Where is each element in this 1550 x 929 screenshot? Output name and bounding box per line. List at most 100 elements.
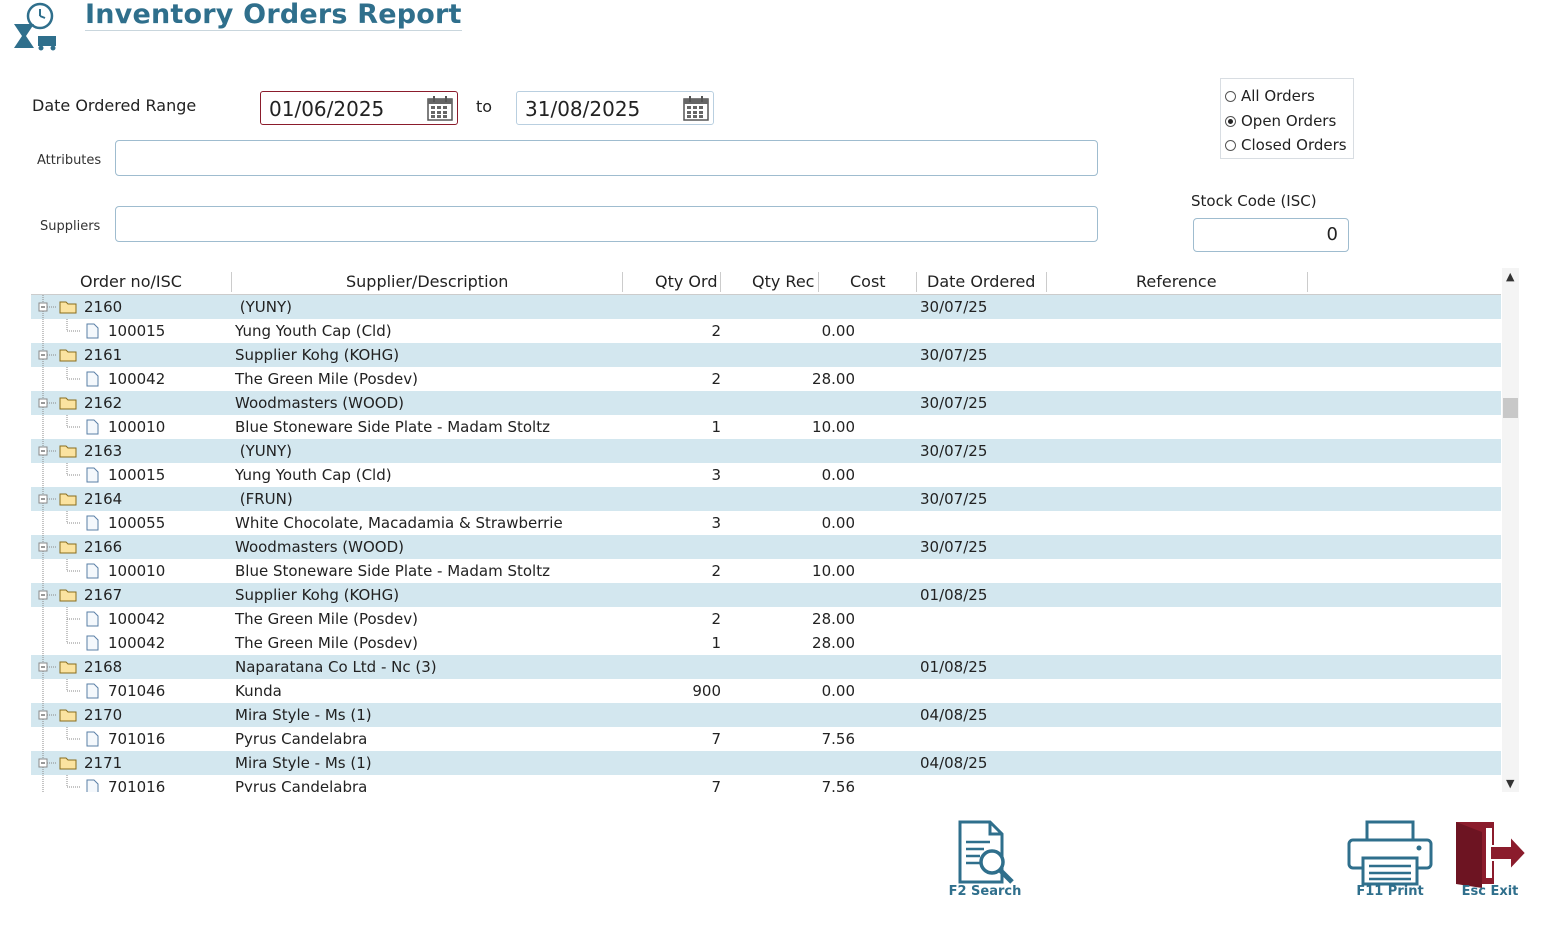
document-icon bbox=[42, 559, 99, 583]
radio-open-orders[interactable]: Open Orders bbox=[1225, 110, 1336, 132]
printer-icon bbox=[1347, 820, 1433, 886]
stock-code: 100015 bbox=[108, 466, 166, 484]
stock-code-field[interactable]: 0 bbox=[1193, 218, 1349, 252]
order-row[interactable]: 2163 (YUNY) 30/07/25 bbox=[31, 439, 1501, 463]
tree-cell: 2167 bbox=[31, 583, 231, 607]
order-row[interactable]: 2164 (FRUN) 30/07/25 bbox=[31, 487, 1501, 511]
stock-code: 100015 bbox=[108, 322, 166, 340]
radio-circle[interactable] bbox=[1225, 139, 1236, 151]
col-header-supplier[interactable]: Supplier/Description bbox=[346, 272, 509, 291]
date-to-field[interactable]: 31/08/2025 bbox=[516, 91, 714, 125]
radio-all-orders[interactable]: All Orders bbox=[1225, 85, 1315, 107]
order-row[interactable]: 2166 Woodmasters (WOOD) 30/07/25 bbox=[31, 535, 1501, 559]
item-row[interactable]: 100015 Yung Youth Cap (Cld) 3 0.00 bbox=[31, 463, 1501, 487]
col-header-reference[interactable]: Reference bbox=[1136, 272, 1217, 291]
scroll-down-arrow-icon[interactable]: ▼ bbox=[1506, 777, 1515, 790]
description-cell: Blue Stoneware Side Plate - Madam Stoltz bbox=[235, 562, 550, 580]
column-divider[interactable] bbox=[231, 272, 232, 292]
cost-cell: 28.00 bbox=[812, 634, 855, 652]
item-row[interactable]: 100042 The Green Mile (Posdev) 1 28.00 bbox=[31, 631, 1501, 655]
item-row[interactable]: 100010 Blue Stoneware Side Plate - Madam … bbox=[31, 415, 1501, 439]
qty-ordered-cell: 7 bbox=[711, 730, 721, 748]
tree-cell: 100010 bbox=[31, 415, 231, 439]
attributes-field[interactable] bbox=[115, 140, 1098, 176]
column-divider[interactable] bbox=[622, 272, 623, 292]
document-icon bbox=[42, 319, 99, 343]
order-number: 2163 bbox=[84, 442, 123, 460]
date-to-value: 31/08/2025 bbox=[525, 97, 641, 121]
document-icon bbox=[42, 415, 99, 439]
description-cell: The Green Mile (Posdev) bbox=[235, 610, 418, 628]
date-from-field[interactable]: 01/06/2025 bbox=[260, 91, 458, 125]
print-button[interactable]: F11 Print bbox=[1345, 818, 1435, 899]
cost-cell: 0.00 bbox=[821, 466, 855, 484]
description-cell: Kunda bbox=[235, 682, 282, 700]
description-cell: Supplier Kohg (KOHG) bbox=[235, 346, 400, 364]
radio-label: Closed Orders bbox=[1241, 136, 1347, 154]
suppliers-field[interactable] bbox=[115, 206, 1098, 242]
item-row[interactable]: 701016 Pyrus Candelabra 7 7.56 bbox=[31, 775, 1501, 792]
col-header-qty-ord[interactable]: Qty Ord bbox=[655, 272, 718, 291]
item-row[interactable]: 701046 Kunda 900 0.00 bbox=[31, 679, 1501, 703]
description-cell: Woodmasters (WOOD) bbox=[235, 538, 405, 556]
cost-cell: 28.00 bbox=[812, 370, 855, 388]
item-row[interactable]: 100055 White Chocolate, Macadamia & Straw… bbox=[31, 511, 1501, 535]
description-cell: Woodmasters (WOOD) bbox=[235, 394, 405, 412]
tree-cell: 2160 bbox=[31, 295, 231, 319]
folder-icon bbox=[38, 535, 77, 559]
grid-scrollbar[interactable]: ▲ ▼ bbox=[1502, 268, 1519, 792]
scroll-up-arrow-icon[interactable]: ▲ bbox=[1506, 270, 1515, 283]
order-row[interactable]: 2167 Supplier Kohg (KOHG) 01/08/25 bbox=[31, 583, 1501, 607]
cost-cell: 0.00 bbox=[821, 322, 855, 340]
tree-cell: 100042 bbox=[31, 367, 231, 391]
date-ordered-cell: 01/08/25 bbox=[920, 658, 988, 676]
item-row[interactable]: 100042 The Green Mile (Posdev) 2 28.00 bbox=[31, 367, 1501, 391]
item-row[interactable]: 100010 Blue Stoneware Side Plate - Madam … bbox=[31, 559, 1501, 583]
order-number: 2170 bbox=[84, 706, 123, 724]
order-row[interactable]: 2171 Mira Style - Ms (1) 04/08/25 bbox=[31, 751, 1501, 775]
qty-ordered-cell: 7 bbox=[711, 778, 721, 792]
order-row[interactable]: 2161 Supplier Kohg (KOHG) 30/07/25 bbox=[31, 343, 1501, 367]
column-divider[interactable] bbox=[1307, 272, 1308, 292]
tree-cell: 2162 bbox=[31, 391, 231, 415]
calendar-icon[interactable] bbox=[425, 93, 455, 123]
description-cell: Mira Style - Ms (1) bbox=[235, 754, 372, 772]
tree-cell: 2166 bbox=[31, 535, 231, 559]
radio-closed-orders[interactable]: Closed Orders bbox=[1225, 134, 1347, 156]
exit-button-label: Esc Exit bbox=[1461, 884, 1519, 899]
scroll-thumb[interactable] bbox=[1503, 398, 1518, 418]
order-row[interactable]: 2170 Mira Style - Ms (1) 04/08/25 bbox=[31, 703, 1501, 727]
column-divider[interactable] bbox=[916, 272, 917, 292]
document-icon bbox=[42, 727, 99, 751]
stock-code-label: Stock Code (ISC) bbox=[1191, 192, 1317, 210]
col-header-qty-rec[interactable]: Qty Rec bbox=[752, 272, 815, 291]
column-divider[interactable] bbox=[818, 272, 819, 292]
calendar-icon[interactable] bbox=[681, 93, 711, 123]
description-cell: (FRUN) bbox=[235, 490, 293, 508]
item-row[interactable]: 100015 Yung Youth Cap (Cld) 2 0.00 bbox=[31, 319, 1501, 343]
cost-cell: 7.56 bbox=[821, 778, 855, 792]
radio-circle-selected[interactable] bbox=[1225, 115, 1236, 127]
search-button[interactable]: F2 Search bbox=[945, 818, 1025, 899]
date-ordered-cell: 30/07/25 bbox=[920, 346, 988, 364]
exit-button[interactable]: Esc Exit bbox=[1450, 818, 1530, 899]
description-cell: The Green Mile (Posdev) bbox=[235, 634, 418, 652]
radio-label: Open Orders bbox=[1241, 112, 1337, 130]
description-cell: (YUNY) bbox=[235, 442, 292, 460]
tree-cell: 2164 bbox=[31, 487, 231, 511]
col-header-date[interactable]: Date Ordered bbox=[927, 272, 1036, 291]
cost-cell: 0.00 bbox=[821, 514, 855, 532]
column-divider[interactable] bbox=[1046, 272, 1047, 292]
tree-cell: 701016 bbox=[31, 775, 231, 792]
order-status-radio-group: All Orders Open Orders Closed Orders bbox=[1220, 78, 1354, 159]
order-row[interactable]: 2160 (YUNY) 30/07/25 bbox=[31, 295, 1501, 319]
grid-body: 2160 (YUNY) 30/07/25 100015 Yung Youth Cap … bbox=[31, 295, 1501, 792]
radio-circle[interactable] bbox=[1225, 90, 1236, 102]
order-row[interactable]: 2168 Naparatana Co Ltd - Nc (3) 01/08/25 bbox=[31, 655, 1501, 679]
order-row[interactable]: 2162 Woodmasters (WOOD) 30/07/25 bbox=[31, 391, 1501, 415]
column-divider[interactable] bbox=[720, 272, 721, 292]
item-row[interactable]: 100042 The Green Mile (Posdev) 2 28.00 bbox=[31, 607, 1501, 631]
col-header-order[interactable]: Order no/ISC bbox=[80, 272, 182, 291]
col-header-cost[interactable]: Cost bbox=[850, 272, 886, 291]
item-row[interactable]: 701016 Pyrus Candelabra 7 7.56 bbox=[31, 727, 1501, 751]
